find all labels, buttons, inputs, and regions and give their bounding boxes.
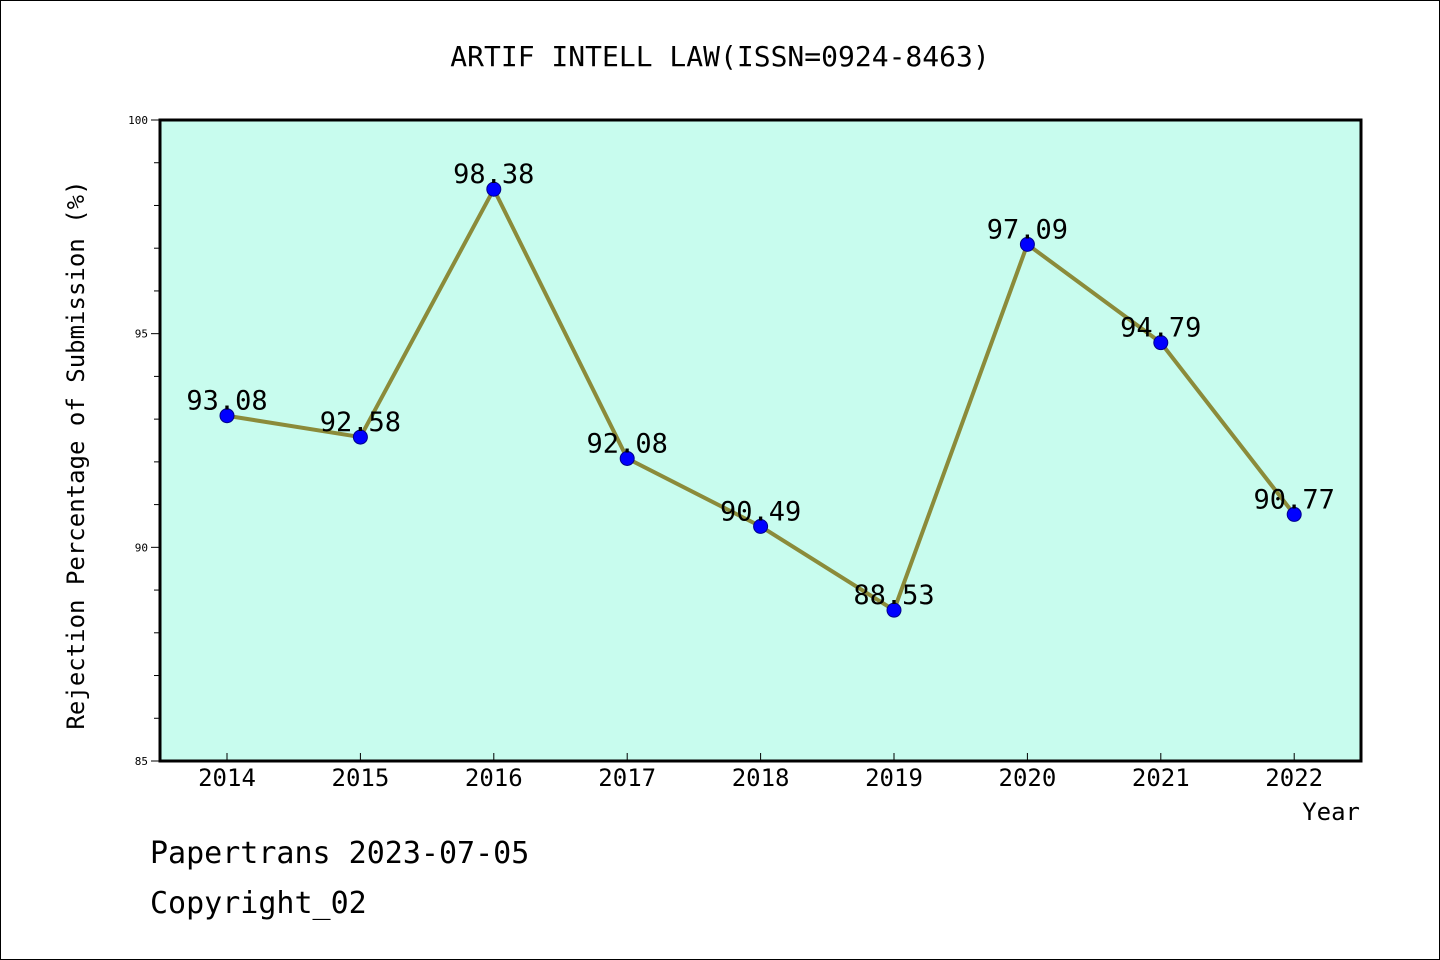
x-tick-label: 2019 [865,764,923,792]
y-axis-label: Rejection Percentage of Submission (%) [62,180,90,729]
data-label: 90.77 [1254,484,1335,515]
footer-date: Papertrans 2023-07-05 [150,836,530,871]
data-label: 94.79 [1120,313,1201,344]
y-tick-label: 90 [135,541,148,554]
data-label: 98.38 [453,159,534,190]
data-point [1019,236,1035,252]
x-tick-label: 2015 [332,764,390,792]
plot-area [158,118,1363,763]
data-point [486,181,502,197]
data-label: 90.49 [720,496,801,527]
data-point [1286,506,1302,522]
x-tick-label: 2018 [732,764,790,792]
footer-copyright: Copyright_02 [150,886,367,921]
data-labels: 93.08 92.58 98.38 92.08 90.49 88.53 97.09 94.79… [186,159,1334,611]
y-tick-label: 100 [128,114,148,127]
x-tick-label: 2022 [1265,764,1323,792]
data-label: 88.53 [853,580,934,611]
y-tick-label: 95 [135,328,148,341]
x-axis-label: Year [1302,798,1360,826]
data-label: 92.58 [320,407,401,438]
data-point [886,602,902,618]
chart-title: ARTIF INTELL LAW(ISSN=0924-8463) [450,40,989,73]
data-point [753,518,769,534]
x-tick-label: 2016 [465,764,523,792]
y-axis-ticks: 85 90 95 100 [128,114,160,768]
x-axis-ticks: 2014 2015 2016 2017 2018 2019 2020 2021 2022 [198,753,1323,792]
data-point [619,450,635,466]
x-tick-label: 2017 [598,764,656,792]
y-tick-label: 85 [135,755,148,768]
data-label: 92.08 [587,428,668,459]
series-rejection-rate [219,181,1302,618]
data-label: 93.08 [186,386,267,417]
data-label: 97.09 [987,214,1068,245]
x-tick-label: 2020 [999,764,1057,792]
data-point [219,408,235,424]
data-point [352,429,368,445]
x-tick-label: 2014 [198,764,256,792]
x-tick-label: 2021 [1132,764,1190,792]
data-point [1153,335,1169,351]
